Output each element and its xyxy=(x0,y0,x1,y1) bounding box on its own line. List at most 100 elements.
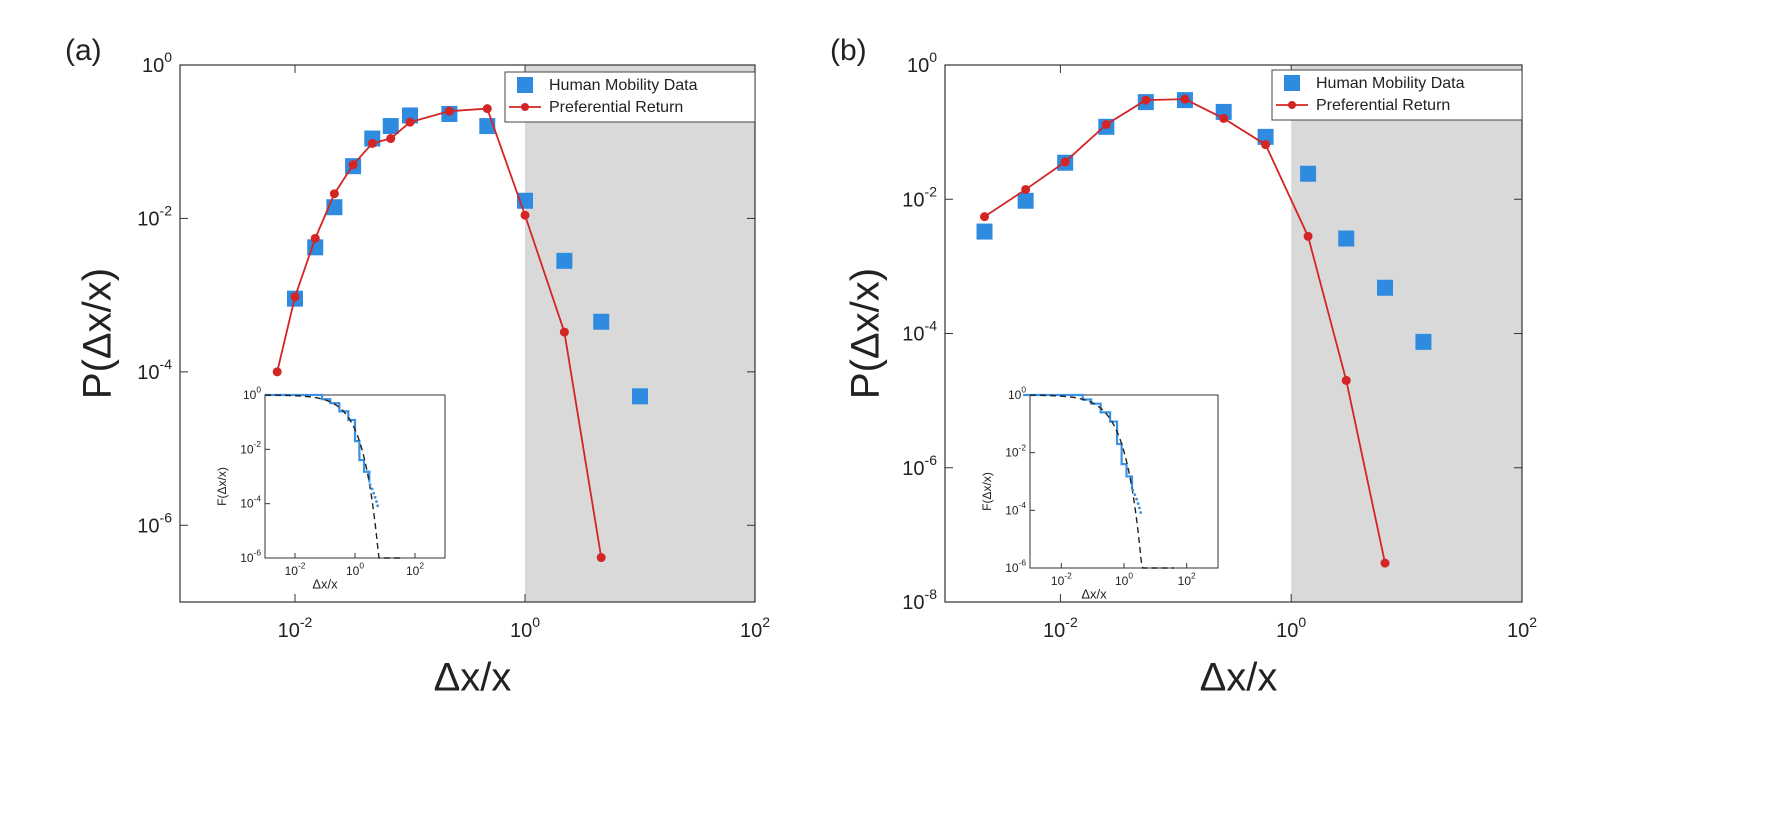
data-point-preferential-return xyxy=(1060,157,1070,167)
inset-tail-dot xyxy=(372,491,376,495)
data-point-preferential-return xyxy=(482,104,492,114)
inset-x-tick-label: 10-2 xyxy=(285,561,306,578)
inset-x-axis-label: Δx/x xyxy=(312,576,338,591)
inset-x-tick-label: 10-2 xyxy=(1051,571,1072,588)
data-point-preferential-return xyxy=(329,189,339,199)
inset-tail-dot xyxy=(1136,502,1140,505)
inset-y-tick-label: 10-4 xyxy=(1005,500,1026,517)
inset-frame xyxy=(1029,394,1219,569)
inset-tail-dot xyxy=(1131,488,1135,492)
y-tick-label: 100 xyxy=(142,49,172,78)
x-tick-label: 10-2 xyxy=(1043,614,1078,643)
data-point-preferential-return xyxy=(1219,113,1229,123)
data-point-human-mobility xyxy=(1300,165,1317,182)
legend-entry-label: Human Mobility Data xyxy=(1316,75,1465,92)
legend-box xyxy=(504,71,756,123)
data-point-human-mobility xyxy=(382,118,399,135)
inset-tail-dot xyxy=(1133,493,1137,497)
data-point-human-mobility xyxy=(402,107,418,124)
inset-x-tick-label: 102 xyxy=(1178,571,1196,588)
inset-y-axis-label: F(Δx/x) xyxy=(215,467,229,506)
shaded-region xyxy=(525,65,755,602)
inset-tail-dot xyxy=(1138,506,1141,510)
y-tick-label: 10-2 xyxy=(137,202,172,231)
y-tick-label: 10-2 xyxy=(902,183,937,212)
inset-y-tick-label: 100 xyxy=(243,385,261,402)
data-point-preferential-return xyxy=(1180,94,1190,104)
inset-x-axis-label: Δx/x xyxy=(1081,586,1107,601)
legend-marker-dot xyxy=(1288,101,1296,109)
data-point-preferential-return xyxy=(444,106,454,116)
data-point-preferential-return xyxy=(1101,119,1111,129)
data-point-preferential-return xyxy=(1021,184,1031,194)
inset-y-tick-label: 10-6 xyxy=(240,548,261,565)
y-tick-label: 100 xyxy=(907,49,937,78)
legend: Human Mobility Data Preferential Return xyxy=(504,71,756,123)
data-point-preferential-return xyxy=(290,292,300,302)
inset-tail-dot xyxy=(375,500,378,503)
data-point-preferential-return xyxy=(1303,231,1313,241)
x-axis-label: Δx/x xyxy=(1200,656,1278,700)
chart-panel-a: (a) 10-2 100 102 10-6 10-4 10-2 100 Δx/x P(Δx/x) H… xyxy=(65,34,770,700)
plot-area-frame xyxy=(179,64,756,603)
data-point-preferential-return xyxy=(386,134,396,144)
inset-model-curve xyxy=(264,394,403,559)
panel-label: (a) xyxy=(65,34,102,67)
inset-y-tick-label: 10-2 xyxy=(1005,442,1026,459)
data-point-preferential-return xyxy=(520,210,530,220)
data-point-preferential-return xyxy=(367,138,377,148)
inset-x-tick-label: 100 xyxy=(1115,571,1133,588)
inset-y-axis-label: F(Δx/x) xyxy=(980,472,994,511)
x-axis-label: Δx/x xyxy=(434,656,512,700)
x-tick-label: 102 xyxy=(1507,614,1537,643)
x-tick-label: 102 xyxy=(740,614,770,643)
inset-tail-dot xyxy=(368,483,372,487)
data-point-preferential-return xyxy=(348,160,358,170)
y-tick-label: 10-8 xyxy=(902,586,937,615)
shaded-region xyxy=(1291,65,1522,602)
data-point-human-mobility xyxy=(1415,333,1432,350)
inset-y-tick-label: 10-2 xyxy=(240,439,261,456)
data-point-human-mobility xyxy=(632,388,648,405)
legend-marker-square xyxy=(1284,75,1300,91)
inset-y-tick-label: 10-4 xyxy=(240,493,261,510)
inset-tail-dot xyxy=(1135,497,1138,501)
y-axis-label: P(Δx/x) xyxy=(76,268,120,399)
inset-x-tick-label: 100 xyxy=(346,561,364,578)
panel-label: (b) xyxy=(830,34,867,67)
inset-tail-dot xyxy=(376,504,380,508)
data-point-preferential-return xyxy=(405,117,415,127)
data-point-preferential-return xyxy=(310,233,320,243)
y-tick-label: 10-6 xyxy=(137,509,172,538)
data-point-human-mobility xyxy=(593,313,610,330)
data-point-human-mobility xyxy=(1257,128,1274,145)
data-point-preferential-return xyxy=(596,553,606,563)
data-point-preferential-return xyxy=(559,327,569,337)
legend-entry-label: Preferential Return xyxy=(1316,97,1450,114)
inset-y-tick-label: 10-6 xyxy=(1005,558,1026,575)
data-point-preferential-return xyxy=(1380,558,1390,568)
data-point-preferential-return xyxy=(272,367,282,377)
legend-entry-label: Preferential Return xyxy=(549,99,683,116)
legend-entry-label: Human Mobility Data xyxy=(549,77,698,94)
y-axis-label: P(Δx/x) xyxy=(844,268,888,399)
data-point-human-mobility xyxy=(556,252,573,269)
y-tick-label: 10-4 xyxy=(137,356,172,385)
legend: Human Mobility Data Preferential Return xyxy=(1271,69,1523,121)
data-point-preferential-return xyxy=(980,212,990,222)
inset-model-curve xyxy=(1029,394,1175,569)
data-point-preferential-return xyxy=(1261,140,1271,150)
data-point-human-mobility xyxy=(1377,279,1394,296)
inset-empirical-curve xyxy=(265,393,371,483)
x-tick-label: 100 xyxy=(510,614,540,643)
x-tick-label: 100 xyxy=(1276,614,1306,643)
legend-marker-dot xyxy=(521,103,529,111)
data-point-preferential-return xyxy=(1141,95,1151,105)
inset-tail-dot xyxy=(373,495,377,499)
inset-plot: 10-2 100 102 100 10-2 10-4 10-6 Δx/x F(Δx/x) xyxy=(980,385,1219,601)
inset-tail-dot xyxy=(1139,511,1143,514)
legend-box xyxy=(1271,69,1523,121)
y-tick-label: 10-4 xyxy=(902,317,937,346)
data-point-human-mobility xyxy=(976,223,993,240)
